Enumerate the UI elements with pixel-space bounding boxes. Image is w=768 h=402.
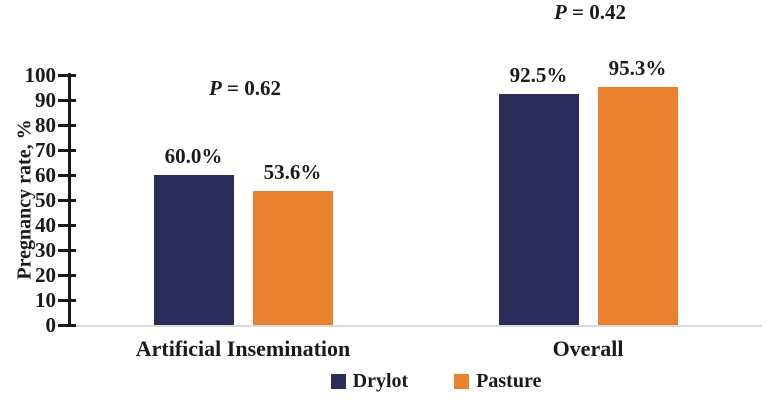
y-tick-label: 10 <box>35 288 56 312</box>
y-tick-label: 70 <box>35 138 56 162</box>
value-label-drylot-1: 60.0% <box>164 144 223 168</box>
x-axis-baseline <box>68 325 762 327</box>
y-tick-label: 90 <box>35 88 56 112</box>
y-tick-mark <box>58 248 76 252</box>
value-label-pasture-2: 95.3% <box>608 55 667 80</box>
value-label-drylot-2: 92.5% <box>509 62 568 87</box>
y-tick-mark <box>58 98 76 102</box>
category-label-2: Overall <box>552 336 624 361</box>
legend-item-drylot: Drylot <box>330 370 409 392</box>
p-symbol: P <box>208 76 222 100</box>
y-tick-label: 20 <box>35 263 56 287</box>
bar-pasture-1 <box>252 191 333 325</box>
legend-swatch-icon <box>454 373 470 389</box>
y-tick-label: 0 <box>45 313 57 337</box>
y-tick-mark <box>58 298 76 302</box>
legend-item-pasture: Pasture <box>454 371 541 391</box>
legend-label: Pasture <box>476 370 542 392</box>
y-tick-mark <box>58 273 76 277</box>
y-tick-label: 80 <box>35 113 56 137</box>
legend-swatch-icon <box>330 373 346 389</box>
p-annotation-2: P = 0.42 <box>490 2 690 23</box>
bar-drylot-2 <box>498 93 579 325</box>
category-label-1: Artificial Insemination <box>135 336 351 361</box>
y-tick-label: 50 <box>35 188 56 212</box>
chart-legend: Drylot Pasture <box>0 371 768 391</box>
y-tick-label: 40 <box>35 213 56 237</box>
bar-pasture-2 <box>597 86 678 325</box>
value-label-pasture-1: 53.6% <box>263 160 322 184</box>
y-tick-mark <box>58 223 76 227</box>
bar-drylot-1 <box>153 175 234 325</box>
y-tick-label: 60 <box>35 163 56 187</box>
y-tick-mark <box>58 198 76 202</box>
y-tick-label: 30 <box>35 238 56 262</box>
p-value-text: = 0.62 <box>221 76 282 100</box>
p-value-text: = 0.42 <box>566 0 627 24</box>
y-tick-mark <box>58 148 76 152</box>
y-tick-mark <box>58 323 76 327</box>
legend-label: Drylot <box>352 370 409 392</box>
p-annotation-1: P = 0.62 <box>145 78 345 99</box>
y-tick-label: 100 <box>24 63 57 87</box>
y-tick-mark <box>58 73 76 77</box>
y-tick-mark <box>58 123 76 127</box>
p-symbol: P <box>553 0 567 24</box>
y-tick-mark <box>58 173 76 177</box>
